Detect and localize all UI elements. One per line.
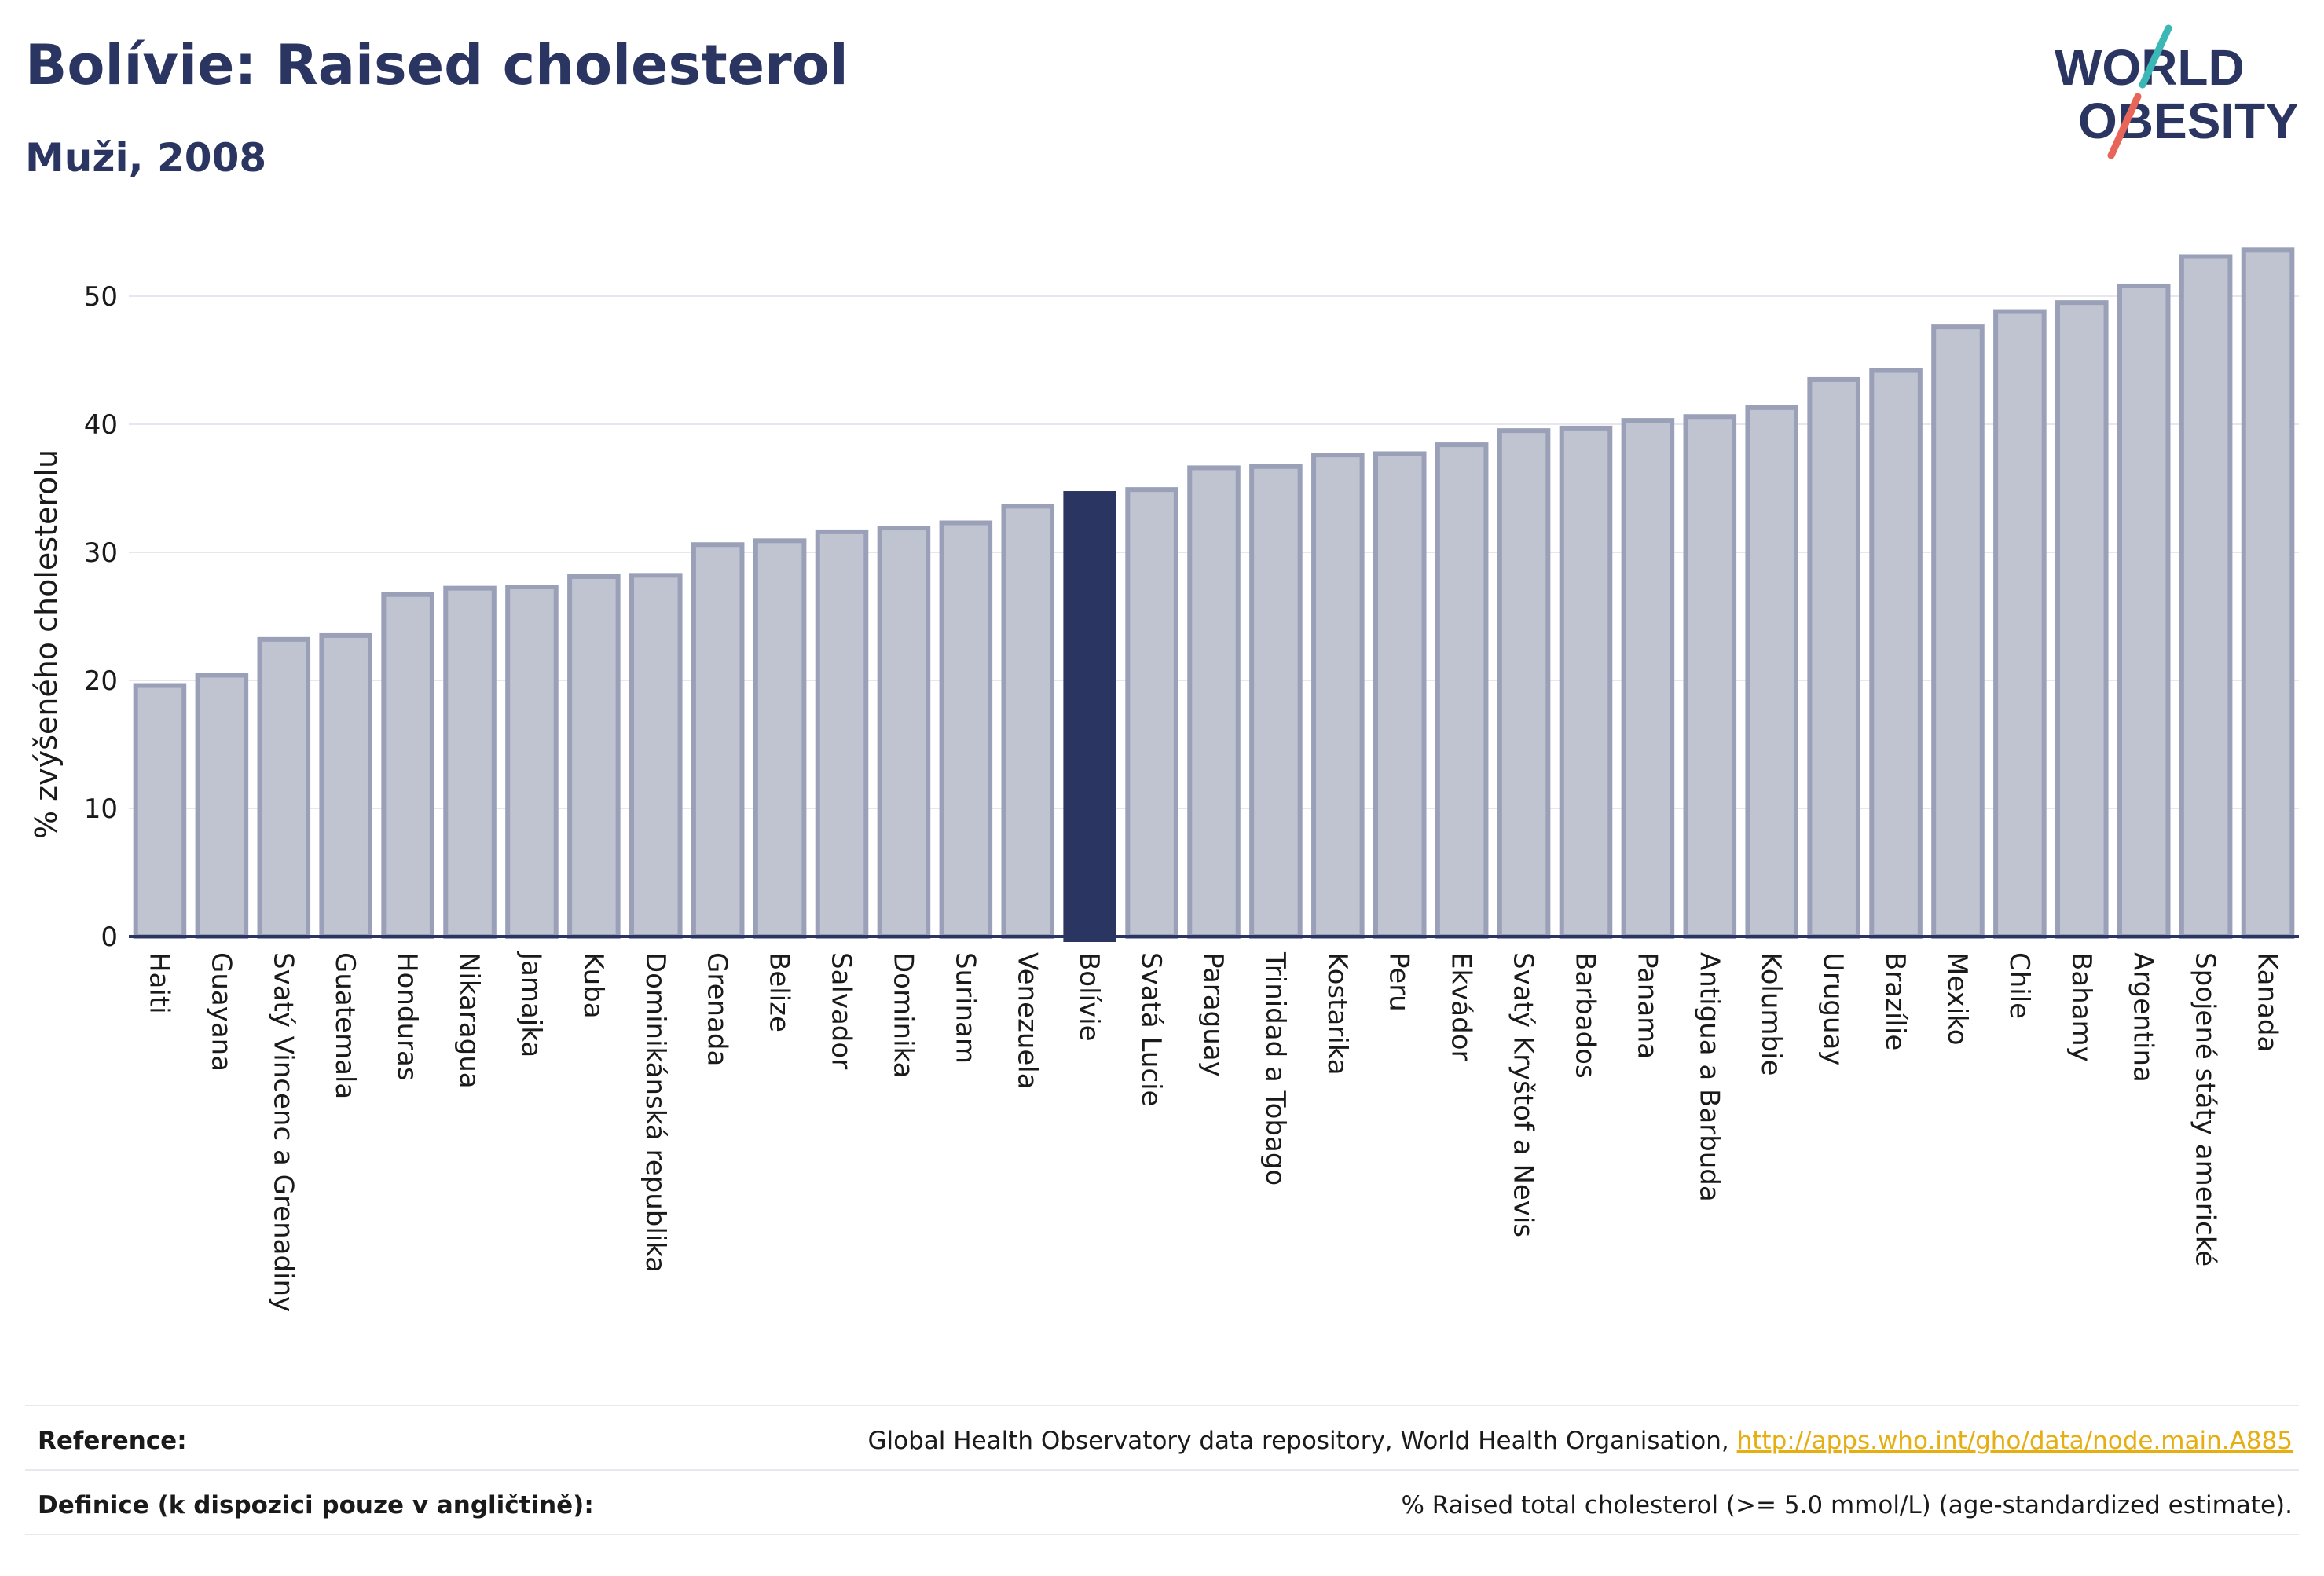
y-axis-label: % zvýšeného cholesterolu: [29, 449, 64, 839]
x-tick-label: Kolumbie: [1755, 952, 1787, 1076]
bar: [629, 573, 683, 940]
footer-divider-bottom: [25, 1534, 2299, 1535]
x-tick-label: Kanada: [2252, 952, 2283, 1052]
bar: [877, 526, 931, 939]
bar: [1373, 451, 1427, 939]
bar: [2179, 254, 2233, 940]
bar: [195, 673, 249, 939]
x-tick-label: Honduras: [391, 952, 423, 1081]
definition-text: % Raised total cholesterol (>= 5.0 mmol/…: [1401, 1491, 2293, 1519]
logo-slash-coral: [2107, 93, 2142, 159]
bar: [1435, 442, 1489, 939]
x-tick-label: Surinam: [949, 952, 981, 1064]
x-tick-label: Bahamy: [2066, 952, 2097, 1062]
reference-text: Global Health Observatory data repositor…: [868, 1427, 2293, 1455]
world-obesity-logo: WORLD OBESITY: [2055, 24, 2299, 159]
bar: [1993, 309, 2047, 939]
x-tick-label: Uruguay: [1817, 952, 1849, 1066]
bar: [381, 592, 434, 939]
bar: [1683, 414, 1737, 939]
bar: [1931, 324, 1985, 939]
x-tick-label: Jamajka: [515, 951, 547, 1057]
bar: [319, 632, 372, 939]
bar-chart: 0 10 20 30 40 50 Haiti Guayana Svatý Vincenc a …: [29, 247, 2299, 1312]
bar: [1745, 405, 1799, 939]
bar: [133, 683, 187, 940]
y-tick-label: 50: [84, 281, 118, 313]
x-tick-label: Argentina: [2128, 952, 2159, 1083]
logo-slash-teal: [2139, 24, 2172, 89]
y-tick-label: 20: [84, 665, 118, 697]
definition-label: Definice (k dispozici pouze v angličtině…: [38, 1491, 594, 1519]
x-tick-labels: Haiti Guayana Svatý Vincenc a Grenadiny Gua…: [143, 951, 2282, 1312]
x-tick-label: Kostarika: [1321, 952, 1353, 1076]
footer-divider-top: [25, 1405, 2299, 1406]
bar: [1187, 465, 1241, 939]
y-tick-label: 0: [101, 922, 118, 953]
reference-source: Global Health Observatory data repositor…: [867, 1427, 1737, 1455]
x-tick-label: Dominika: [887, 952, 918, 1078]
x-tick-label: Mexiko: [1941, 952, 1973, 1046]
bar-highlight: [1063, 491, 1116, 942]
bars: [133, 247, 2295, 942]
x-tick-label: Guayana: [205, 952, 236, 1072]
x-tick-label: Venezuela: [1011, 952, 1043, 1090]
x-tick-label: Svatý Kryštof a Nevis: [1508, 952, 1539, 1237]
x-tick-label: Svatá Lucie: [1135, 952, 1167, 1106]
y-tick-label: 30: [84, 537, 118, 569]
x-tick-label: Trinidad a Tobago: [1259, 951, 1291, 1186]
bar: [1001, 504, 1055, 939]
bar: [1621, 418, 1675, 939]
x-tick-label: Grenada: [702, 952, 733, 1066]
x-tick-label: Dominikánská republika: [640, 952, 671, 1273]
bar: [2055, 300, 2109, 939]
x-tick-label: Brazílie: [1879, 952, 1911, 1050]
x-tick-label: Paraguay: [1197, 952, 1229, 1077]
bar: [753, 538, 807, 940]
bar: [1559, 425, 1613, 939]
bar: [2241, 247, 2295, 939]
y-tick-label: 10: [84, 793, 118, 825]
chart-title: Bolívie: Raised cholesterol: [25, 33, 849, 97]
x-tick-label: Spojené státy americké: [2190, 952, 2221, 1266]
bar: [815, 529, 869, 939]
x-tick-label: Barbados: [1569, 952, 1600, 1079]
x-tick-label: Bolívie: [1073, 952, 1105, 1042]
bar: [1869, 368, 1923, 940]
y-tick-labels: 0 10 20 30 40 50: [84, 281, 118, 953]
bar: [1497, 428, 1551, 939]
footer-divider-middle: [25, 1469, 2299, 1471]
reference-link[interactable]: http://apps.who.int/gho/data/node.main.A…: [1736, 1427, 2293, 1455]
x-tick-label: Nikaragua: [453, 952, 485, 1089]
x-tick-label: Svatý Vincenc a Grenadiny: [267, 952, 299, 1312]
x-tick-label: Ekvádor: [1446, 952, 1477, 1061]
x-tick-label: Panama: [1631, 952, 1662, 1059]
x-tick-label: Kuba: [577, 952, 609, 1019]
bar: [1807, 376, 1860, 939]
bar: [1311, 453, 1365, 939]
bar: [505, 585, 559, 939]
x-tick-label: Chile: [2003, 952, 2035, 1019]
bar: [939, 520, 993, 939]
x-tick-label: Haiti: [143, 952, 174, 1014]
bar: [2117, 283, 2171, 939]
x-tick-label: Salvador: [826, 952, 857, 1069]
x-tick-label: Antigua a Barbuda: [1693, 952, 1725, 1202]
x-tick-label: Guatemala: [329, 952, 361, 1099]
bar: [691, 542, 745, 939]
x-tick-label: Peru: [1384, 952, 1415, 1012]
bar: [257, 636, 311, 940]
bar: [1249, 464, 1303, 939]
reference-label: Reference:: [38, 1427, 187, 1455]
x-tick-label: Belize: [764, 952, 795, 1032]
chart-subtitle: Muži, 2008: [25, 135, 267, 181]
bar: [1125, 487, 1178, 939]
bar: [567, 574, 621, 939]
y-tick-label: 40: [84, 409, 118, 441]
bar: [443, 585, 497, 939]
